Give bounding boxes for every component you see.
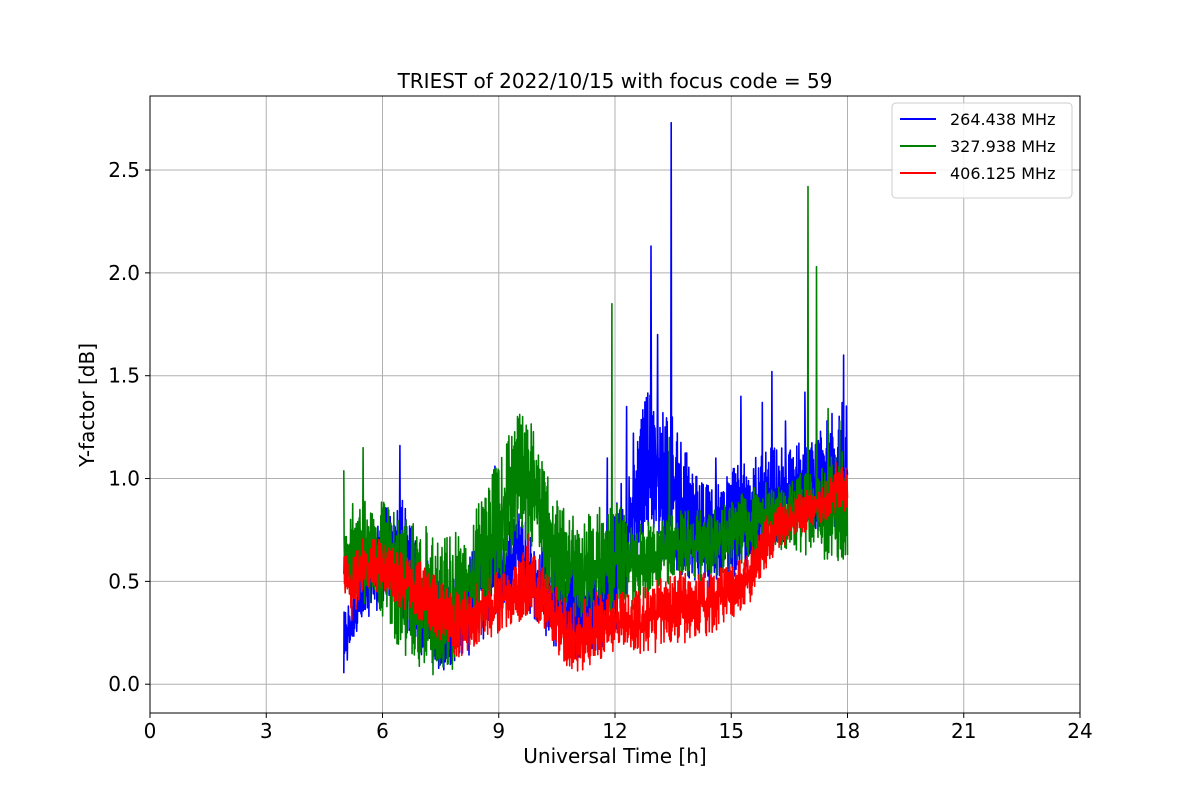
legend-label: 264.438 MHz — [950, 110, 1055, 129]
y-tick-label: 1.5 — [108, 364, 140, 388]
chart-legend: 264.438 MHz 327.938 MHz 406.125 MHz — [891, 102, 1073, 199]
legend-label: 406.125 MHz — [950, 164, 1055, 183]
x-tick-label: 9 — [492, 719, 505, 743]
x-tick-label: 15 — [719, 719, 744, 743]
x-tick-label: 12 — [602, 719, 627, 743]
x-tick-label: 6 — [376, 719, 389, 743]
y-tick-label: 2.5 — [108, 158, 140, 182]
x-tick-label: 24 — [1067, 719, 1092, 743]
chart-title: TRIEST of 2022/10/15 with focus code = 5… — [397, 69, 833, 93]
legend-label: 327.938 MHz — [950, 137, 1055, 156]
x-tick-label: 18 — [835, 719, 860, 743]
axis-ticks: 0 3 6 9 12 15 18 21 24 0.0 0.5 1.0 1.5 2.0 2.5 — [108, 158, 1093, 743]
y-tick-label: 0.5 — [108, 569, 140, 593]
y-tick-label: 1.0 — [108, 467, 140, 491]
series-line — [343, 461, 849, 672]
plot-series — [343, 121, 849, 676]
legend-frame — [891, 102, 1073, 199]
x-tick-label: 21 — [951, 719, 976, 743]
y-tick-label: 2.0 — [108, 261, 140, 285]
y-axis-label: Y-factor [dB] — [75, 343, 99, 468]
x-tick-label: 3 — [260, 719, 273, 743]
x-tick-label: 0 — [144, 719, 157, 743]
y-tick-label: 0.0 — [108, 672, 140, 696]
x-axis-label: Universal Time [h] — [523, 744, 706, 768]
